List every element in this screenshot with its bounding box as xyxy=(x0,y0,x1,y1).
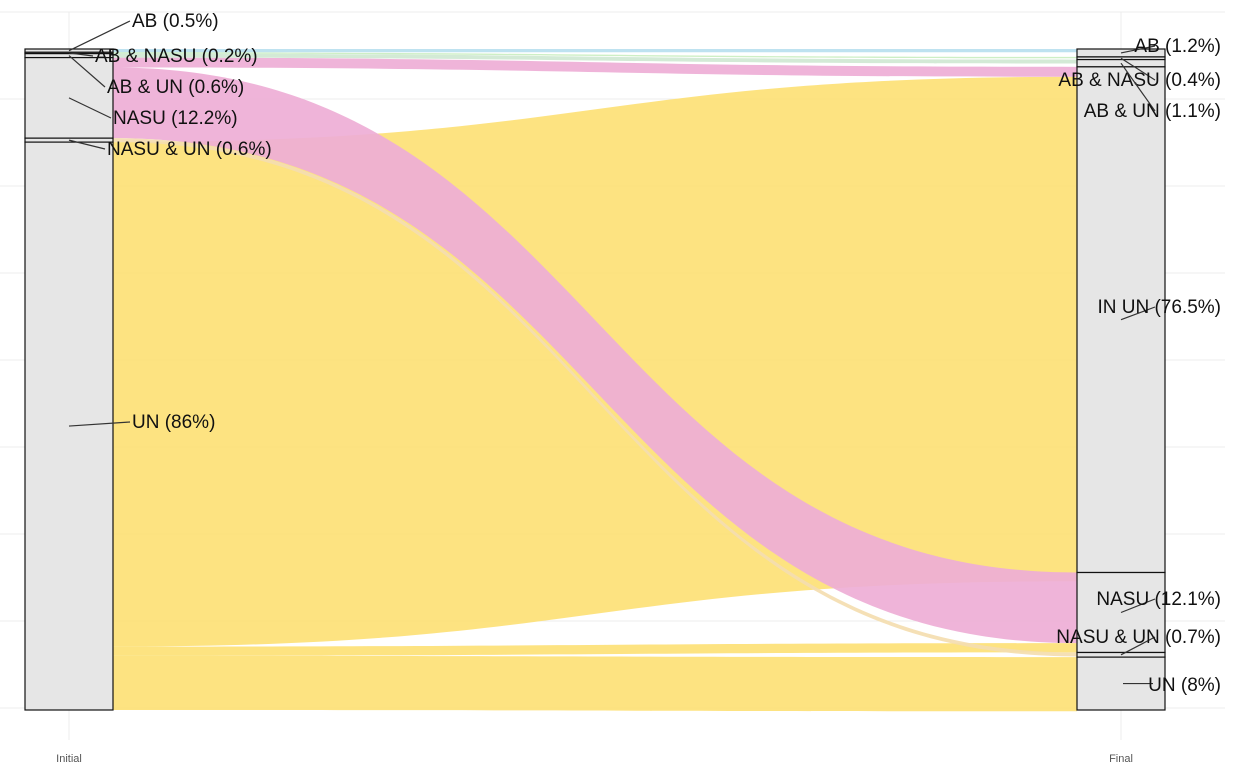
label-final-ab: AB (1.2%) xyxy=(1134,36,1221,57)
label-final-nasu-and-un: NASU & UN (0.7%) xyxy=(1056,627,1221,648)
label-initial-nasu: NASU (12.2%) xyxy=(113,108,238,129)
label-final-un: UN (8%) xyxy=(1148,675,1221,696)
label-final-ab-and-nasu: AB & NASU (0.4%) xyxy=(1058,70,1221,91)
stratum-labels: AB (0.5%) AB & NASU (0.2%) AB & UN (0.6%) N… xyxy=(68,11,1221,696)
label-initial-ab: AB (0.5%) xyxy=(132,11,219,32)
leader-line xyxy=(1120,598,1156,614)
leader-line xyxy=(68,97,112,119)
flow-nasu-to-in-un xyxy=(113,57,1077,77)
label-final-in-un: IN UN (76.5%) xyxy=(1097,297,1221,318)
leader-line xyxy=(68,421,131,427)
leader-line xyxy=(1120,57,1156,81)
leader-line xyxy=(1120,306,1156,321)
flow-ab-to-ab xyxy=(113,49,1077,53)
leader-line xyxy=(68,20,131,52)
leader-line xyxy=(1120,45,1156,54)
label-initial-un: UN (86%) xyxy=(132,412,215,433)
flow-un-to-un xyxy=(113,655,1077,712)
label-final-nasu: NASU (12.1%) xyxy=(1096,589,1221,610)
axis-label-final: Final xyxy=(1109,753,1133,765)
flows xyxy=(113,49,1077,712)
leader-line xyxy=(1120,62,1156,112)
flow-ab-and-nasu-to-ab-and-nasu xyxy=(113,52,1077,59)
flow-nasu-and-un-to-nasu-and-un xyxy=(113,138,1077,657)
leader-line xyxy=(68,55,106,88)
label-initial-ab-and-un: AB & UN (0.6%) xyxy=(107,77,244,98)
label-initial-nasu-and-un: NASU & UN (0.6%) xyxy=(107,139,272,160)
axis-label-initial: Initial xyxy=(56,753,82,765)
flow-un-to-nasu xyxy=(113,643,1077,656)
label-final-ab-and-un: AB & UN (1.1%) xyxy=(1084,101,1221,122)
flow-ab-and-un-to-ab-and-un xyxy=(113,53,1077,64)
leader-line xyxy=(1120,636,1156,656)
flow-nasu-to-nasu xyxy=(113,67,1077,644)
label-initial-ab-and-nasu: AB & NASU (0.2%) xyxy=(95,46,258,67)
leader-line xyxy=(68,52,94,57)
leader-line xyxy=(68,139,106,150)
